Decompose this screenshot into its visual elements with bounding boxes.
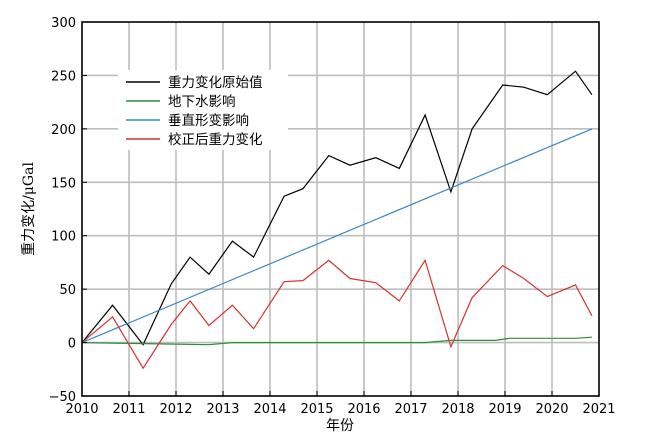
- tick-layer: 2010 2011 2012 2013 2014 2015 2016 2017 2018 2019…: [49, 16, 616, 417]
- y-axis-title: 重力变化/μGal: [21, 162, 37, 256]
- legend-label: 校正后重力变化: [168, 131, 263, 148]
- y-tick-label: 300: [51, 16, 76, 31]
- x-tick-label: 2011: [112, 402, 145, 417]
- x-tick-label: 2019: [488, 402, 521, 417]
- plot-frame: [81, 21, 600, 397]
- x-tick-label: 2010: [65, 402, 98, 417]
- y-tick-label: −50: [49, 390, 76, 405]
- x-tick-label: 2016: [347, 402, 380, 417]
- series-line-1: [81, 70, 593, 346]
- legend-label: 垂直形变影响: [168, 113, 249, 129]
- x-tick-label: 2012: [159, 402, 192, 417]
- x-tick-label: 2015: [300, 402, 333, 417]
- series-layer: [81, 70, 593, 370]
- y-tick-label: 200: [51, 123, 76, 138]
- series-line-3: [81, 128, 593, 344]
- x-tick-label: 2013: [206, 402, 239, 417]
- x-tick-label: 2014: [253, 402, 286, 417]
- x-tick-label: 2020: [535, 402, 568, 417]
- y-tick-label: 50: [59, 283, 76, 298]
- series-line-2: [81, 336, 592, 346]
- series-line-4: [81, 258, 593, 370]
- y-tick-label: 150: [51, 176, 76, 191]
- legend-label: 地下水影响: [168, 94, 236, 110]
- x-tick-label: 2018: [441, 402, 474, 417]
- y-tick-label: 250: [51, 69, 76, 84]
- x-axis-title: 年份: [326, 418, 354, 434]
- y-tick-label: 0: [68, 337, 76, 352]
- x-tick-label: 2021: [582, 402, 615, 417]
- y-tick-label: 100: [51, 230, 76, 245]
- x-tick-label: 2017: [394, 402, 427, 417]
- legend-label: 重力变化原始值: [168, 75, 263, 91]
- legend-background: [118, 70, 288, 150]
